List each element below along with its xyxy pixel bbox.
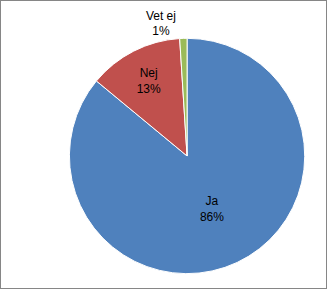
svg-text:Ja86%: Ja86%: [200, 194, 224, 224]
svg-text:Nej13%: Nej13%: [137, 66, 161, 96]
svg-text:Vet ej1%: Vet ej1%: [146, 9, 176, 39]
